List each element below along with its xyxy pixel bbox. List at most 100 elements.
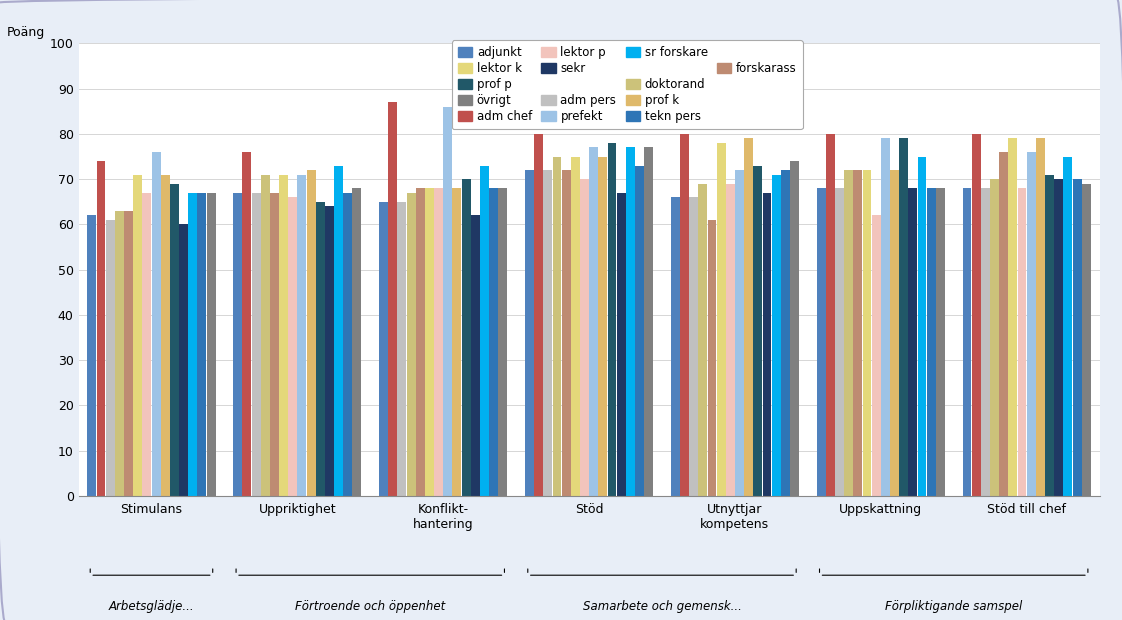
Bar	[1009, 138, 1018, 496]
Bar	[763, 193, 772, 496]
Bar	[726, 184, 735, 496]
Bar	[981, 188, 990, 496]
Bar	[671, 197, 680, 496]
Bar	[416, 188, 425, 496]
Bar	[844, 170, 853, 496]
Bar	[899, 138, 908, 496]
Bar	[197, 193, 206, 496]
Bar	[918, 156, 927, 496]
Bar	[772, 175, 781, 496]
Bar	[598, 156, 607, 496]
Bar	[498, 188, 507, 496]
Bar	[717, 143, 726, 496]
Bar	[1055, 179, 1064, 496]
Bar	[626, 148, 635, 496]
Bar	[251, 193, 260, 496]
Bar	[142, 193, 151, 496]
Bar	[334, 166, 343, 496]
Bar	[260, 175, 269, 496]
Bar	[443, 107, 452, 496]
Bar	[909, 188, 918, 496]
Bar	[288, 197, 297, 496]
Bar	[525, 170, 534, 496]
Bar	[990, 179, 999, 496]
Bar	[406, 193, 415, 496]
Bar	[589, 148, 598, 496]
Bar	[105, 220, 114, 496]
Bar	[744, 138, 753, 496]
Bar	[826, 134, 835, 496]
Text: Arbetsglädje...: Arbetsglädje...	[109, 600, 194, 613]
Bar	[242, 152, 251, 496]
Bar	[781, 170, 790, 496]
Bar	[854, 170, 863, 496]
Bar	[534, 134, 543, 496]
Legend: adjunkt, lektor k, prof p, övrigt, adm chef, lektor p, sekr, , adm pers, prefekt: adjunkt, lektor k, prof p, övrigt, adm c…	[452, 40, 802, 129]
Bar	[872, 215, 881, 496]
Bar	[233, 193, 242, 496]
Bar	[1082, 184, 1091, 496]
Bar	[114, 211, 123, 496]
Bar	[425, 188, 434, 496]
Bar	[306, 170, 315, 496]
Bar	[890, 170, 899, 496]
Bar	[352, 188, 361, 496]
Bar	[708, 220, 717, 496]
Bar	[1045, 175, 1054, 496]
Bar	[206, 193, 215, 496]
Bar	[927, 188, 936, 496]
Bar	[397, 202, 406, 496]
Bar	[461, 179, 470, 496]
Bar	[188, 193, 197, 496]
Bar	[480, 166, 489, 496]
Text: Förpliktigande samspel: Förpliktigande samspel	[885, 600, 1022, 613]
Bar	[452, 188, 461, 496]
Bar	[315, 202, 324, 496]
Bar	[790, 161, 799, 496]
Bar	[434, 188, 443, 496]
Bar	[325, 206, 334, 496]
Bar	[279, 175, 288, 496]
Bar	[489, 188, 498, 496]
Bar	[270, 193, 279, 496]
Bar	[936, 188, 945, 496]
Bar	[580, 179, 589, 496]
Bar	[552, 156, 561, 496]
Bar	[134, 175, 142, 496]
Bar	[617, 193, 626, 496]
Bar	[1036, 138, 1045, 496]
Bar	[644, 148, 653, 496]
Bar	[543, 170, 552, 496]
Bar	[1064, 156, 1073, 496]
Bar	[881, 138, 890, 496]
Bar	[1027, 152, 1036, 496]
Bar	[388, 102, 397, 496]
Text: Förtroende och öppenhet: Förtroende och öppenhet	[295, 600, 445, 613]
Text: Samarbete och gemensk...: Samarbete och gemensk...	[582, 600, 742, 613]
Bar	[160, 175, 169, 496]
Bar	[607, 143, 616, 496]
Bar	[88, 215, 96, 496]
Bar	[125, 211, 134, 496]
Bar	[571, 156, 580, 496]
Bar	[1000, 152, 1009, 496]
Bar	[735, 170, 744, 496]
Bar	[835, 188, 844, 496]
Bar	[96, 161, 105, 496]
Bar	[151, 152, 160, 496]
Bar	[1018, 188, 1027, 496]
Bar	[297, 175, 306, 496]
Bar	[817, 188, 826, 496]
Bar	[379, 202, 388, 496]
Bar	[562, 170, 571, 496]
Bar	[863, 170, 872, 496]
Bar	[169, 184, 178, 496]
Bar	[963, 188, 972, 496]
Bar	[635, 166, 644, 496]
Bar	[689, 197, 698, 496]
Bar	[972, 134, 981, 496]
Text: Poäng: Poäng	[7, 26, 45, 39]
Bar	[753, 166, 762, 496]
Bar	[343, 193, 352, 496]
Bar	[680, 134, 689, 496]
